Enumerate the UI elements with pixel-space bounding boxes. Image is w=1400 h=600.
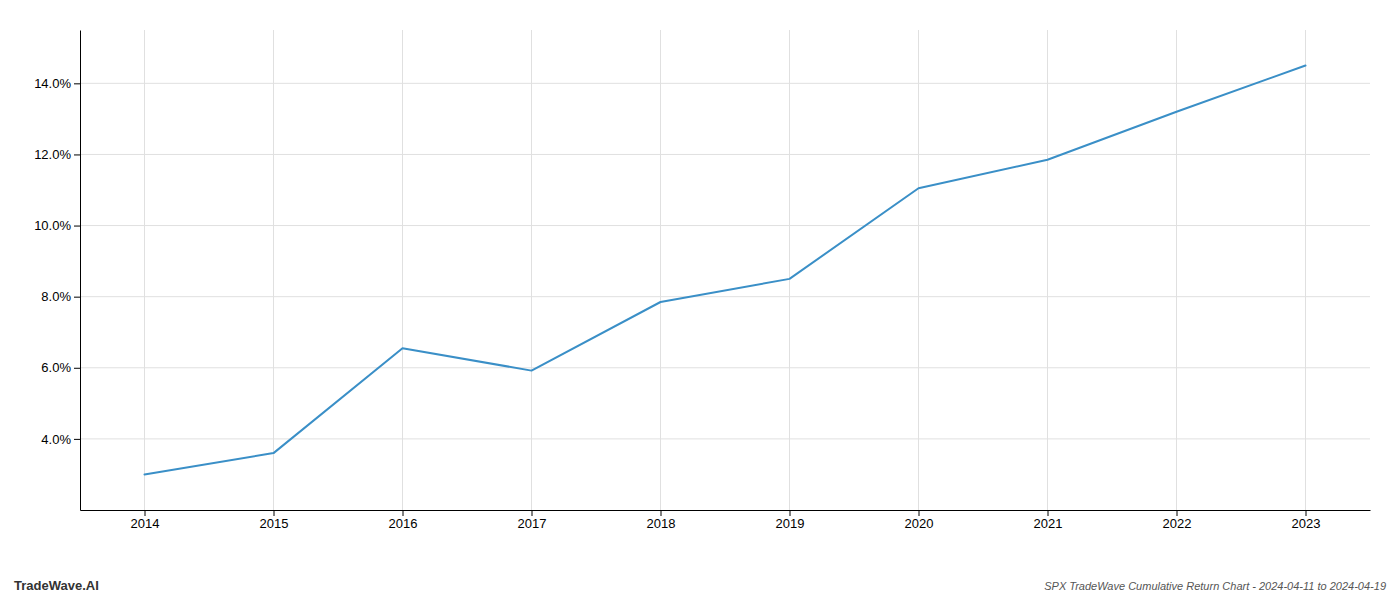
y-tick-label: 6.0% [41,360,71,375]
y-tick-label: 14.0% [34,76,71,91]
grid-line-x [660,30,661,510]
y-tick-mark [74,226,80,227]
x-tick: 2023 [1292,510,1321,531]
y-tick-label: 8.0% [41,289,71,304]
y-tick-mark [74,368,80,369]
x-tick-label: 2018 [647,516,676,531]
x-tick-mark [790,510,791,516]
x-axis: 2014 2015 2016 2017 2018 2019 2020 2021 2022 2023 [81,510,1371,531]
y-tick-mark [74,83,80,84]
title: SPX TradeWave Cumulative Return Chart - … [1044,580,1386,592]
grid-line-x [144,30,145,510]
x-tick-mark [145,510,146,516]
x-tick-label: 2014 [131,516,160,531]
y-axis: 4.0% 6.0% 8.0% 10.0% 12.0% 14.0% [34,31,80,511]
grid-line-x [531,30,532,510]
x-tick-mark [532,510,533,516]
x-tick: 2014 [131,510,160,531]
y-tick: 6.0% [41,360,80,375]
x-tick-label: 2022 [1163,516,1192,531]
y-tick-label: 10.0% [34,218,71,233]
x-tick-label: 2019 [776,516,805,531]
x-tick-mark [1048,510,1049,516]
y-tick: 14.0% [34,76,80,91]
plot: 2014 2015 2016 2017 2018 2019 2020 2021 2022 2023… [34,30,1370,531]
x-tick: 2020 [905,510,934,531]
x-tick-label: 2015 [260,516,289,531]
grid-line-y [80,225,1370,226]
y-tick-mark [74,297,80,298]
grid-line-x [918,30,919,510]
x-tick-mark [1306,510,1307,516]
y-tick-label: 4.0% [41,432,71,447]
x-tick: 2019 [776,510,805,531]
annotation: TradeWave.AI [14,578,99,593]
grid-line-x [273,30,274,510]
x-tick-mark [661,510,662,516]
y-tick-mark [74,439,80,440]
y-tick-label: 12.0% [34,147,71,162]
grid-line-y [80,367,1370,368]
x-tick-mark [403,510,404,516]
x-tick: 2018 [647,510,676,531]
grid-line-x [1305,30,1306,510]
y-tick: 8.0% [41,289,80,304]
grid-line-y [80,154,1370,155]
x-tick: 2016 [389,510,418,531]
y-tick: 10.0% [34,218,80,233]
x-tick: 2022 [1163,510,1192,531]
y-tick: 4.0% [41,432,80,447]
grid [80,30,1370,510]
grid-line-x [402,30,403,510]
x-tick-label: 2021 [1034,516,1063,531]
x-tick-mark [274,510,275,516]
y-tick: 12.0% [34,147,80,162]
y-axis-line [80,31,81,511]
x-tick-label: 2020 [905,516,934,531]
y-tick-mark [74,154,80,155]
grid-line-y [80,438,1370,439]
grid-line-x [789,30,790,510]
x-tick: 2015 [260,510,289,531]
x-tick-mark [919,510,920,516]
x-tick: 2017 [518,510,547,531]
grid-line-x [1176,30,1177,510]
x-tick: 2021 [1034,510,1063,531]
x-tick-label: 2016 [389,516,418,531]
chart: 2014 2015 2016 2017 2018 2019 2020 2021 2022 2023… [0,0,1400,600]
grid-line-x [1047,30,1048,510]
x-tick-mark [1177,510,1178,516]
line [145,66,1306,475]
x-tick-label: 2017 [518,516,547,531]
grid-line-y [80,83,1370,84]
marks [145,66,1306,475]
x-tick-label: 2023 [1292,516,1321,531]
grid-line-y [80,296,1370,297]
